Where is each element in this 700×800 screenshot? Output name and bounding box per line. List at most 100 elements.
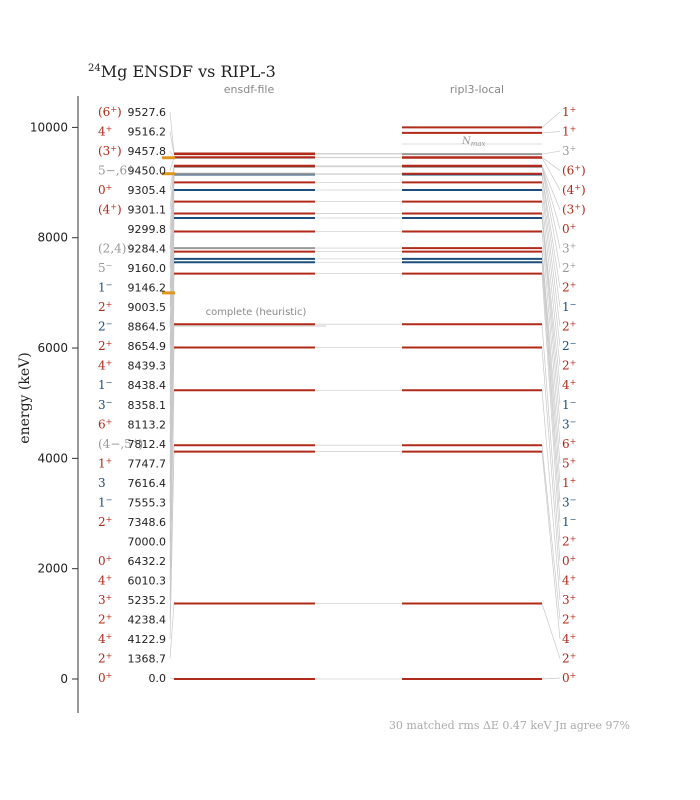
ripl-spin-parity-label: 1− [562,398,576,412]
ripl-spin-parity-label: 3− [562,495,576,509]
ensdf-column-label: ensdf-file [224,83,275,96]
ripl-label-leader [541,347,561,581]
ensdf-energy-label: 8113.2 [128,418,167,431]
ripl-label-leader [541,262,561,522]
ripl-label-leader [541,111,561,128]
ripl-label-leader [541,251,561,483]
ensdf-spin-parity-label: 5− [98,261,112,275]
y-tick-label: 0 [60,672,68,686]
ripl-label-leader [541,150,561,155]
ripl-spin-parity-label: 1− [562,515,576,529]
ripl-label-leader [541,603,561,659]
title-text: Mg ENSDF vs RIPL-3 [101,62,276,81]
ripl-label-leader [541,189,561,347]
ripl-spin-parity-label: 0+ [562,554,576,568]
ripl-label-leader [541,231,561,444]
ensdf-label-leader [169,157,175,171]
ensdf-energy-label: 1368.7 [128,652,167,665]
ensdf-spin-parity-label: 3 [98,476,106,490]
ripl-label-leader [541,165,561,230]
ripl-spin-parity-label: 2+ [562,281,576,295]
ripl-spin-parity-label: 3− [562,417,576,431]
ensdf-energy-label: 9527.6 [128,106,167,119]
ensdf-energy-label: 6432.2 [128,555,167,568]
y-ticks: 0 2000 4000 6000 8000 10000 [30,120,78,686]
y-tick-label: 2000 [37,562,68,576]
ripl-spin-parity-label: 4+ [562,632,576,646]
ensdf-energy-label: 9450.0 [128,165,167,178]
ripl-label-leader [541,677,561,680]
ensdf-spin-parity-label: (6+) [98,105,122,119]
y-tick-label: 6000 [37,341,68,355]
ensdf-spin-parity-label: (4−,5+) [98,437,143,451]
ripl-spin-parity-label: 2− [562,339,576,353]
ensdf-energy-label: 5235.2 [128,594,167,607]
ripl-label-leader [541,273,561,542]
ensdf-energy-label: 8864.5 [128,321,167,334]
level-labels: 0.0 0+ 1368.7 2+ 4122.9 4+ 4238.4 2+ 5235.2 3+ 601… [98,105,586,685]
ensdf-spin-parity-label: (3+) [98,144,122,158]
ripl-label-leader [541,174,561,308]
ensdf-energy-label: 9457.8 [128,145,167,158]
ensdf-spin-parity-label: 4+ [98,632,112,646]
ripl-label-leader [541,451,561,639]
ripl-spin-parity-label: 5+ [562,456,576,470]
ensdf-label-leader [169,677,175,680]
ensdf-energy-label: 8438.4 [128,379,167,392]
ripl-levels [402,126,542,680]
ensdf-label-leader [169,173,175,269]
ensdf-spin-parity-label: (4+) [98,203,122,217]
ripl-column-label: ripl3-local [450,83,504,96]
ripl-spin-parity-label: 2+ [562,612,576,626]
ensdf-spin-parity-label: 1− [98,378,112,392]
ripl-label-leader [541,201,561,366]
ripl-spin-parity-label: 1+ [562,105,576,119]
ensdf-label-leader [169,131,175,155]
ripl-spin-parity-label: 6+ [562,437,576,451]
ensdf-label-leader [169,201,175,347]
ensdf-energy-label: 9003.5 [128,301,167,314]
ensdf-energy-label: 7555.3 [128,496,167,509]
ripl-spin-parity-label: 4+ [562,573,576,587]
ripl-spin-parity-label: 1− [562,300,576,314]
ensdf-spin-parity-label: 1− [98,495,112,509]
y-tick-label: 8000 [37,231,68,245]
nmax-letter: N [461,136,472,147]
ensdf-energy-label: 7812.4 [128,438,167,451]
ripl-label-leader [541,213,561,386]
ensdf-energy-label: 8654.9 [128,340,167,353]
ripl-spin-parity-label: (6+) [562,164,586,178]
ensdf-energy-label: 9516.2 [128,126,167,139]
ensdf-spin-parity-label: 3+ [98,593,112,607]
ensdf-label-leader [169,111,175,154]
nmax-subscript: max [471,140,486,148]
ensdf-energy-label: 9305.4 [128,184,167,197]
connector-lines [169,111,561,680]
ripl-label-leader [541,165,561,249]
ripl-label-leader [541,131,561,134]
ensdf-spin-parity-label: 1− [98,281,112,295]
nmax-label: Nmax [461,136,486,148]
ensdf-energy-label: 4122.9 [128,633,167,646]
ripl-spin-parity-label: 2+ [562,320,576,334]
ripl-label-leader [541,217,561,425]
ensdf-energy-label: 9284.4 [128,243,167,256]
ensdf-spin-parity-label: 4+ [98,125,112,139]
ripl-spin-parity-label: 1+ [562,476,576,490]
ripl-spin-parity-label: 2+ [562,651,576,665]
chart-title: 24Mg ENSDF vs RIPL-3 [88,62,276,81]
ripl-label-leader [541,248,561,464]
ensdf-spin-parity-label: 4+ [98,573,112,587]
y-tick-label: 4000 [37,451,68,465]
title-mass-number: 24 [88,63,101,74]
summary-text: 30 matched rms ΔE 0.47 keV Jπ agree 97% [389,719,630,732]
ripl-spin-parity-label: 3+ [562,144,576,158]
ripl-label-leader [541,324,561,561]
ensdf-energy-label: 9299.8 [128,223,167,236]
ripl-spin-parity-label: 4+ [562,378,576,392]
completeness-annotation: complete (heuristic) [206,307,307,318]
ensdf-spin-parity-label: 2− [98,320,112,334]
ripl-spin-parity-label: 2+ [562,261,576,275]
ensdf-label-leader [169,248,175,444]
